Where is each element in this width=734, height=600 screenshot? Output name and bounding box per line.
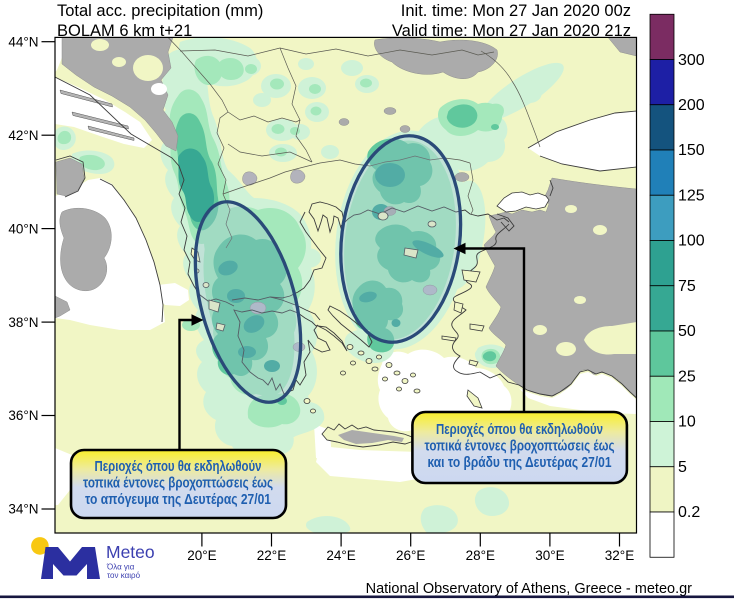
svg-text:10: 10 [678,414,696,431]
svg-text:100: 100 [678,233,705,250]
svg-text:Περιοχές όπου θα εκδηλωθούν: Περιοχές όπου θα εκδηλωθούν [95,459,262,475]
svg-text:τοπικά έντονες βροχοπτώσεις έω: τοπικά έντονες βροχοπτώσεις έως [425,439,615,455]
svg-text:50: 50 [678,323,696,340]
svg-text:28°E: 28°E [466,548,495,563]
svg-text:26°E: 26°E [396,548,425,563]
svg-text:200: 200 [678,97,705,114]
svg-text:και το βράδυ της Δευτέρας 27/0: και το βράδυ της Δευτέρας 27/01 [428,455,612,471]
svg-text:36°N: 36°N [8,408,38,423]
svg-text:44°N: 44°N [8,34,38,49]
svg-text:Περιοχές όπου θα εκδηλωθούν: Περιοχές όπου θα εκδηλωθούν [436,422,603,438]
svg-text:Όλα για: Όλα για [106,563,135,572]
svg-text:30°E: 30°E [535,548,564,563]
svg-text:125: 125 [678,187,705,204]
svg-text:τον καιρό: τον καιρό [107,571,141,580]
svg-text:22°E: 22°E [257,548,286,563]
svg-text:38°N: 38°N [8,315,38,330]
svg-text:0.2: 0.2 [678,504,700,521]
svg-text:40°N: 40°N [8,221,38,236]
svg-text:25: 25 [678,368,696,385]
svg-text:BOLAM 6 km t+21: BOLAM 6 km t+21 [57,22,192,40]
svg-text:24°E: 24°E [326,548,355,563]
svg-text:National Observatory of Athens: National Observatory of Athens, Greece -… [366,581,693,597]
svg-text:150: 150 [678,142,705,159]
svg-text:34°N: 34°N [8,502,38,517]
svg-text:75: 75 [678,278,696,295]
svg-text:20°E: 20°E [187,548,216,563]
svg-text:τοπικά έντονες βροχοπτώσεις έω: τοπικά έντονες βροχοπτώσεις έως [83,476,273,492]
svg-text:300: 300 [678,52,705,69]
svg-text:το απόγευμα της Δευτέρας 27/0: το απόγευμα της Δευτέρας 27/01 [85,492,271,508]
svg-text:Init. time: Mon 27 Jan 2020 00: Init. time: Mon 27 Jan 2020 00z [401,2,631,20]
svg-text:Total acc. precipitation (mm): Total acc. precipitation (mm) [57,2,263,20]
svg-text:5: 5 [678,459,687,476]
svg-text:Valid time: Mon 27 Jan 2020 21: Valid time: Mon 27 Jan 2020 21z [392,22,631,40]
svg-text:32°E: 32°E [605,548,634,563]
svg-text:42°N: 42°N [8,128,38,143]
svg-text:Meteo: Meteo [106,542,155,562]
